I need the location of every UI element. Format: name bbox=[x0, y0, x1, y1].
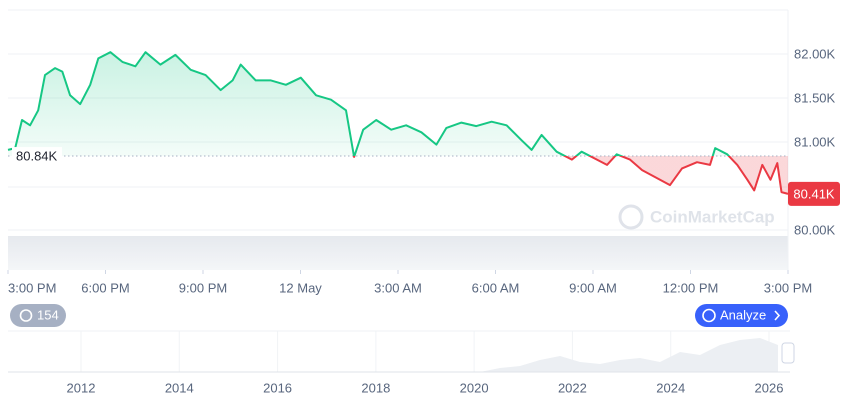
baseline-label-bg bbox=[12, 147, 62, 166]
watermark: CoinMarketCap bbox=[618, 204, 775, 230]
x-tick-label: 9:00 PM bbox=[179, 280, 227, 295]
x-tick-label: 3:00 PM bbox=[764, 280, 812, 295]
baseline-label: 80.84K bbox=[16, 148, 58, 163]
x-tick-label: 12 May bbox=[279, 280, 322, 295]
analyze-label[interactable]: Analyze bbox=[720, 307, 766, 322]
y-tick-label: 80.00K bbox=[794, 222, 836, 237]
y-tick-label: 81.50K bbox=[794, 90, 836, 105]
analyze-icon[interactable] bbox=[702, 308, 716, 323]
x-tick-label: 12:00 PM bbox=[663, 280, 719, 295]
navigator-year: 2026 bbox=[755, 380, 784, 395]
watermark-text: CoinMarketCap bbox=[650, 207, 775, 226]
history-badge[interactable]: 154 bbox=[10, 304, 66, 327]
navigator-year: 2014 bbox=[165, 380, 194, 395]
price-tag-label: 80.41K bbox=[793, 186, 835, 201]
x-tick-label: 3:00 AM bbox=[374, 280, 422, 295]
x-tick-label: 6:00 AM bbox=[472, 280, 520, 295]
x-tick-label: 3:00 PM bbox=[8, 280, 56, 295]
analyze-button[interactable]: Analyze bbox=[695, 304, 788, 327]
area-fill bbox=[8, 52, 788, 194]
navigator-year: 2018 bbox=[361, 380, 390, 395]
x-tick-label: 6:00 PM bbox=[81, 280, 129, 295]
history-icon[interactable] bbox=[19, 309, 33, 322]
navigator-year: 2020 bbox=[460, 380, 489, 395]
analyze-bg[interactable] bbox=[695, 304, 788, 327]
y-tick-label: 81.00K bbox=[794, 134, 836, 149]
x-tick-label: 9:00 AM bbox=[569, 280, 617, 295]
history-count[interactable]: 154 bbox=[37, 307, 59, 322]
navigator-handle[interactable] bbox=[781, 342, 795, 364]
navigator-area bbox=[8, 338, 778, 372]
price-tag bbox=[788, 181, 840, 206]
price-line bbox=[7, 51, 789, 195]
navigator-year: 2012 bbox=[67, 380, 96, 395]
volume-area bbox=[8, 236, 788, 270]
navigator-year: 2024 bbox=[656, 380, 685, 395]
analyze-chevron[interactable] bbox=[774, 310, 781, 321]
navigator-year: 2016 bbox=[263, 380, 292, 395]
navigator-year: 2022 bbox=[558, 380, 587, 395]
y-tick-label: 82.00K bbox=[794, 46, 836, 61]
